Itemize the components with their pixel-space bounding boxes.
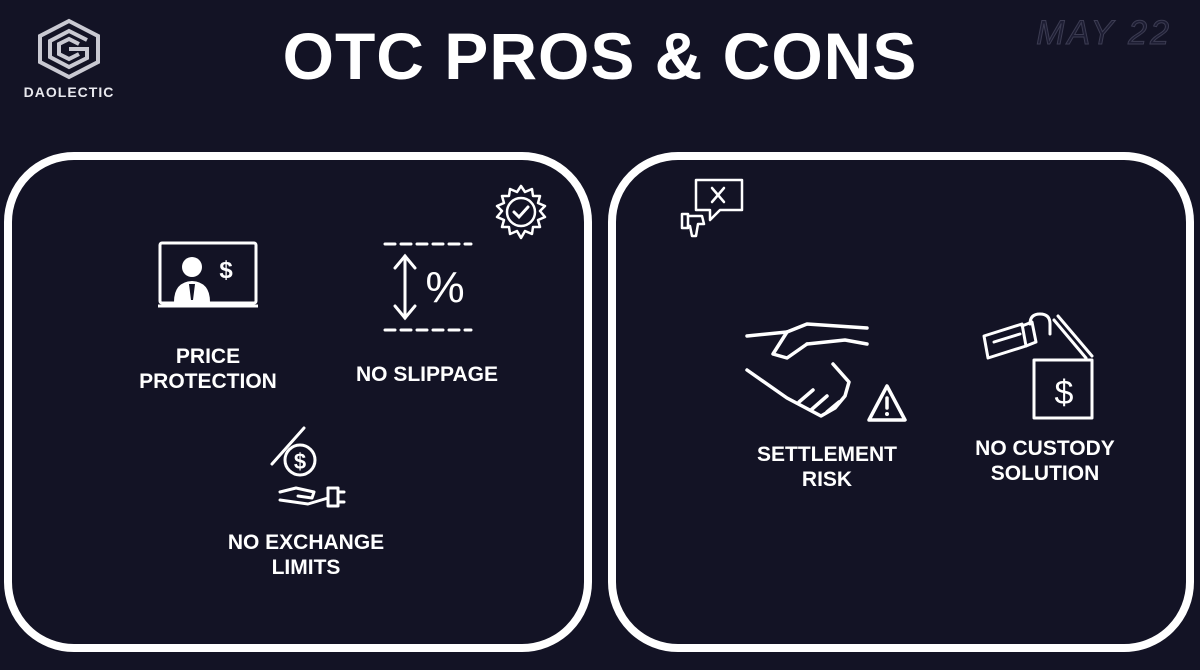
- cons-panel: SETTLEMENT RISK $ NO CUSTODY SOLUTION: [608, 152, 1194, 652]
- pro-item-no-exchange-limits: $ NO EXCHANGE LIMITS: [198, 422, 414, 580]
- svg-text:$: $: [219, 257, 233, 284]
- con-label-no-custody-solution-1: NO CUSTODY: [975, 437, 1115, 460]
- hand-coin-icon: $: [270, 426, 346, 508]
- gear-check-icon: [490, 182, 552, 249]
- con-label-settlement-risk-2: RISK: [801, 468, 853, 491]
- thumbs-down-x-icon: [678, 176, 748, 245]
- pro-label-no-exchange-limits-2: LIMITS: [271, 556, 341, 579]
- daolectic-logo-icon: [38, 18, 100, 80]
- handshake-warning-icon: [745, 322, 907, 422]
- pro-item-no-slippage: % NO SLIPPAGE: [322, 238, 532, 387]
- presenter-dollar-icon: $: [158, 241, 258, 308]
- pro-label-price-protection-2: PROTECTION: [139, 370, 277, 393]
- date-label: MAY 22: [1036, 14, 1172, 53]
- svg-text:$: $: [1055, 374, 1074, 412]
- con-item-settlement-risk: SETTLEMENT RISK: [732, 320, 922, 492]
- unlocked-box-icon: $: [982, 312, 1094, 420]
- pro-label-price-protection-1: PRICE: [175, 345, 241, 368]
- brand-logo: DAOLECTIC: [14, 18, 124, 102]
- con-label-settlement-risk-1: SETTLEMENT: [757, 443, 897, 466]
- page-title: OTC PROS & CONS: [282, 19, 918, 93]
- pro-label-no-exchange-limits-1: NO EXCHANGE: [227, 531, 385, 554]
- pro-item-price-protection: $ PRICE PROTECTION: [88, 240, 328, 394]
- svg-text:%: %: [425, 263, 464, 312]
- pros-panel: $ PRICE PROTECTION % NO SLIPPAGE: [4, 152, 592, 652]
- con-item-no-custody-solution: $ NO CUSTODY SOLUTION: [950, 312, 1140, 486]
- percent-arrows-icon: %: [383, 242, 473, 332]
- con-label-no-custody-solution-2: SOLUTION: [990, 462, 1100, 485]
- brand-name: DAOLECTIC: [23, 84, 115, 100]
- svg-text:$: $: [294, 449, 306, 474]
- pro-label-no-slippage: NO SLIPPAGE: [356, 363, 498, 386]
